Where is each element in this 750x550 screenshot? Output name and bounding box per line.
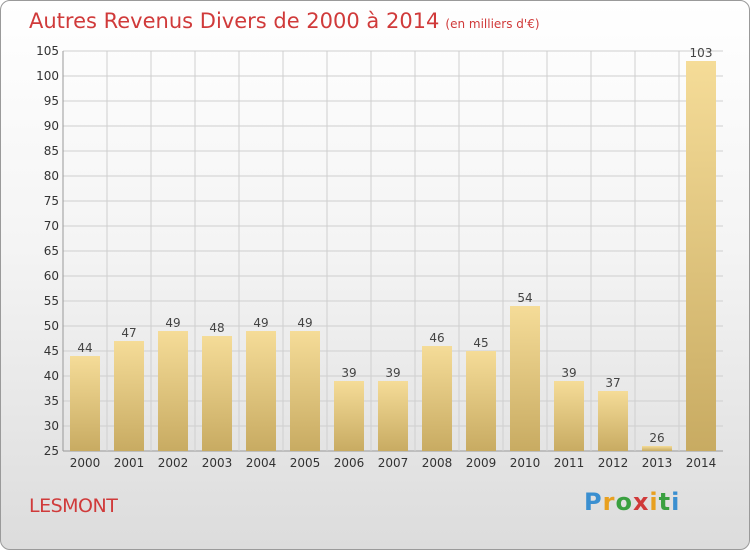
chart-title-text: Autres Revenus Divers de 2000 à 2014 bbox=[29, 9, 440, 33]
x-tick-label: 2008 bbox=[422, 456, 453, 470]
bar-value-label: 47 bbox=[121, 326, 136, 340]
bar-2004 bbox=[246, 331, 276, 451]
bar-2014 bbox=[686, 61, 716, 451]
x-tick-label: 2005 bbox=[290, 456, 321, 470]
x-tick-label: 2000 bbox=[70, 456, 101, 470]
x-tick-label: 2012 bbox=[598, 456, 629, 470]
brand-letter: r bbox=[602, 488, 616, 516]
x-tick-label: 2010 bbox=[510, 456, 541, 470]
x-tick-label: 2002 bbox=[158, 456, 189, 470]
bar-2000 bbox=[70, 356, 100, 451]
bar-value-label: 26 bbox=[649, 431, 664, 445]
chart-title: Autres Revenus Divers de 2000 à 2014 (en … bbox=[29, 9, 540, 33]
x-tick-label: 2014 bbox=[686, 456, 717, 470]
y-tick-label: 75 bbox=[44, 194, 59, 208]
bar-value-label: 45 bbox=[473, 336, 488, 350]
y-tick-label: 60 bbox=[44, 269, 59, 283]
bar-value-label: 48 bbox=[209, 321, 224, 335]
y-tick-label: 105 bbox=[36, 44, 59, 58]
y-tick-label: 90 bbox=[44, 119, 59, 133]
bar-2003 bbox=[202, 336, 232, 451]
x-tick-label: 2003 bbox=[202, 456, 233, 470]
y-tick-label: 70 bbox=[44, 219, 59, 233]
bar-value-label: 49 bbox=[253, 316, 268, 330]
place-name: LESMONT bbox=[29, 495, 118, 517]
bar-value-label: 44 bbox=[77, 341, 92, 355]
bar-2011 bbox=[554, 381, 584, 451]
y-tick-label: 40 bbox=[44, 369, 59, 383]
brand-letter: o bbox=[615, 488, 633, 516]
brand-letter: i bbox=[671, 488, 681, 516]
x-tick-label: 2004 bbox=[246, 456, 277, 470]
x-tick-label: 2013 bbox=[642, 456, 673, 470]
bar-2002 bbox=[158, 331, 188, 451]
bar-value-label: 54 bbox=[517, 291, 532, 305]
y-tick-label: 25 bbox=[44, 444, 59, 458]
chart-subtitle: (en milliers d'€) bbox=[445, 17, 540, 31]
x-tick-label: 2011 bbox=[554, 456, 585, 470]
x-tick-label: 2006 bbox=[334, 456, 365, 470]
bar-2008 bbox=[422, 346, 452, 451]
bar-value-label: 46 bbox=[429, 331, 444, 345]
bar-2007 bbox=[378, 381, 408, 451]
y-tick-label: 100 bbox=[36, 69, 59, 83]
x-tick-label: 2009 bbox=[466, 456, 497, 470]
bar-value-label: 39 bbox=[341, 366, 356, 380]
brand-logo: Proxiti bbox=[584, 488, 680, 516]
brand-letter: t bbox=[658, 488, 672, 516]
bar-2006 bbox=[334, 381, 364, 451]
y-tick-label: 55 bbox=[44, 294, 59, 308]
bar-2009 bbox=[466, 351, 496, 451]
bar-2005 bbox=[290, 331, 320, 451]
bar-2010 bbox=[510, 306, 540, 451]
x-tick-label: 2001 bbox=[114, 456, 145, 470]
y-tick-label: 50 bbox=[44, 319, 59, 333]
x-tick-label: 2007 bbox=[378, 456, 409, 470]
bar-value-label: 103 bbox=[690, 46, 713, 60]
y-tick-label: 95 bbox=[44, 94, 59, 108]
bar-2013 bbox=[642, 446, 672, 451]
bar-value-label: 39 bbox=[385, 366, 400, 380]
y-tick-label: 85 bbox=[44, 144, 59, 158]
brand-letter: P bbox=[584, 488, 603, 516]
bar-value-label: 37 bbox=[605, 376, 620, 390]
bar-2012 bbox=[598, 391, 628, 451]
y-tick-label: 65 bbox=[44, 244, 59, 258]
bar-value-label: 49 bbox=[165, 316, 180, 330]
bar-value-label: 39 bbox=[561, 366, 576, 380]
y-tick-label: 80 bbox=[44, 169, 59, 183]
y-tick-label: 45 bbox=[44, 344, 59, 358]
brand-letter: x bbox=[632, 488, 650, 516]
bar-2001 bbox=[114, 341, 144, 451]
y-tick-label: 30 bbox=[44, 419, 59, 433]
bar-value-label: 49 bbox=[297, 316, 312, 330]
brand-letter: i bbox=[649, 488, 659, 516]
y-tick-label: 35 bbox=[44, 394, 59, 408]
